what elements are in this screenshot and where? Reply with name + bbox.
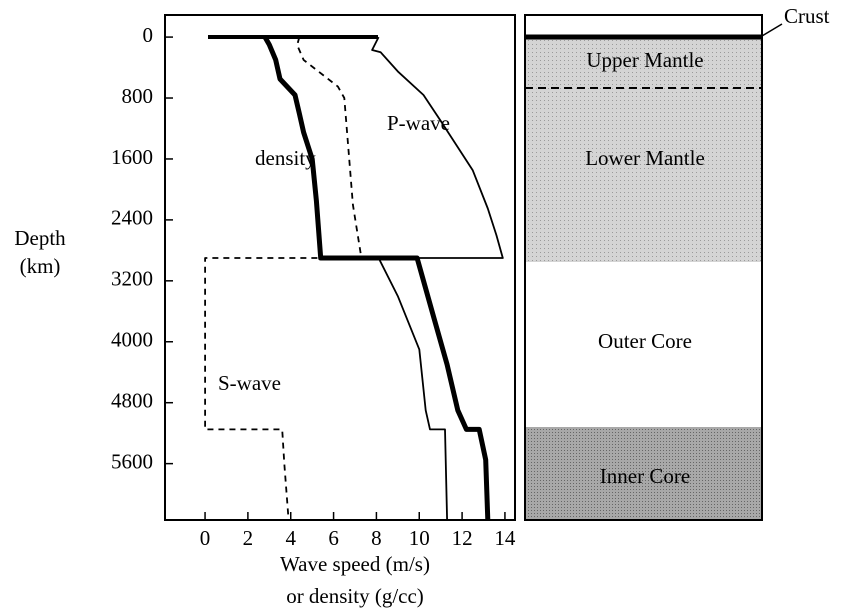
y-tick-label: 0 [143, 23, 154, 47]
layer-label: Outer Core [598, 329, 692, 353]
y-tick-label: 800 [122, 84, 154, 108]
y-tick-label: 5600 [111, 449, 153, 473]
crust-layer [525, 15, 762, 37]
y-axis-label: (km) [20, 254, 61, 278]
x-tick-label: 8 [371, 526, 382, 550]
layer-label: Inner Core [600, 464, 690, 488]
x-tick-label: 14 [494, 526, 516, 550]
x-tick-label: 12 [452, 526, 473, 550]
outer-core-layer [525, 262, 762, 427]
x-tick-label: 0 [200, 526, 211, 550]
x-tick-label: 6 [328, 526, 339, 550]
diagram-frame [524, 14, 763, 521]
y-axis-label: Depth [14, 226, 66, 250]
y-tick-label: 1600 [111, 145, 153, 169]
x-tick-label: 4 [285, 526, 296, 550]
y-tick-label: 4800 [111, 389, 153, 413]
series-line [371, 36, 504, 521]
inner-core-layer [525, 427, 762, 520]
crust-label: Crust [784, 4, 830, 28]
x-axis-label: Wave speed (m/s) [280, 552, 430, 576]
x-axis-label: or density (g/cc) [286, 584, 424, 608]
y-tick-label: 3200 [111, 267, 153, 291]
series-label: density [255, 146, 316, 170]
mantle-layer [525, 37, 762, 262]
y-tick-label: 2400 [111, 206, 153, 230]
series-label: P-wave [387, 111, 450, 135]
plot-area [164, 14, 516, 521]
layer-diagram: Crust Upper Mantle Lower Mantle Outer Co… [524, 4, 830, 521]
crust-leader [761, 23, 783, 37]
x-tick-label: 2 [243, 526, 254, 550]
y-tick-label: 4000 [111, 328, 153, 352]
x-tick-label: 10 [409, 526, 430, 550]
series-label: S-wave [218, 371, 281, 395]
layer-label: Upper Mantle [586, 48, 703, 72]
layer-label: Lower Mantle [585, 146, 705, 170]
plot-frame [164, 14, 516, 521]
series-line [262, 35, 491, 521]
series-line [204, 36, 363, 521]
